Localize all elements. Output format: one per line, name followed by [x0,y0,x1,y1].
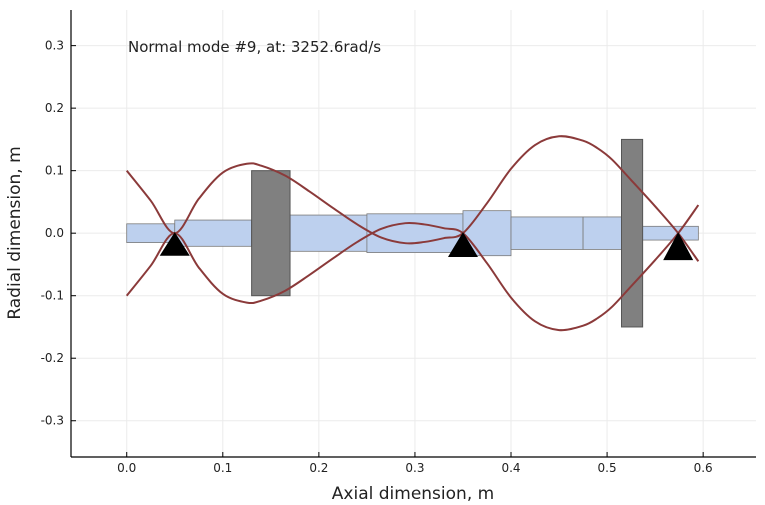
y-axis-title: Radial dimension, m [5,146,25,319]
mode-shape-lines [125,135,700,332]
shaft-element-6 [510,216,584,250]
shaft-elements [126,210,699,257]
x-tick-label-1: 0.1 [213,461,232,475]
bearing-2 [663,232,694,261]
bearing-1 [447,232,478,257]
shaft-element-4 [366,213,464,253]
mode-shape-line-1 [125,204,700,332]
shaft-element-1 [174,219,253,247]
y-axis-ticks: -0.3 -0.2 -0.1 0.0 0.1 0.2 0.3 [41,39,76,428]
shaft-element-7 [582,216,622,250]
y-tick-label-4: 0.1 [45,164,64,178]
y-tick-label-6: 0.3 [45,39,64,53]
bearings [159,232,694,261]
y-tick-label-0: -0.3 [41,414,64,428]
mode-annotation: Normal mode #9, at: 3252.6rad/s [128,38,381,56]
bearing-0 [159,232,190,256]
x-tick-label-6: 0.6 [694,461,713,475]
disk-1 [620,138,644,328]
y-tick-label-2: -0.1 [41,289,64,303]
y-tick-label-5: 0.2 [45,101,64,115]
x-axis-title: Axial dimension, m [332,484,494,504]
x-tick-label-2: 0.2 [309,461,328,475]
x-tick-label-4: 0.4 [501,461,520,475]
disk-0 [251,170,291,297]
x-tick-label-5: 0.5 [598,461,617,475]
mode-shape-line-0 [125,135,700,262]
y-tick-label-3: 0.0 [45,226,64,240]
x-tick-label-0: 0.0 [117,461,136,475]
x-axis-ticks: 0.0 0.1 0.2 0.3 0.4 0.5 0.6 [117,452,713,475]
shaft-element-3 [289,214,368,252]
y-tick-label-1: -0.2 [41,351,64,365]
x-tick-label-3: 0.3 [405,461,424,475]
